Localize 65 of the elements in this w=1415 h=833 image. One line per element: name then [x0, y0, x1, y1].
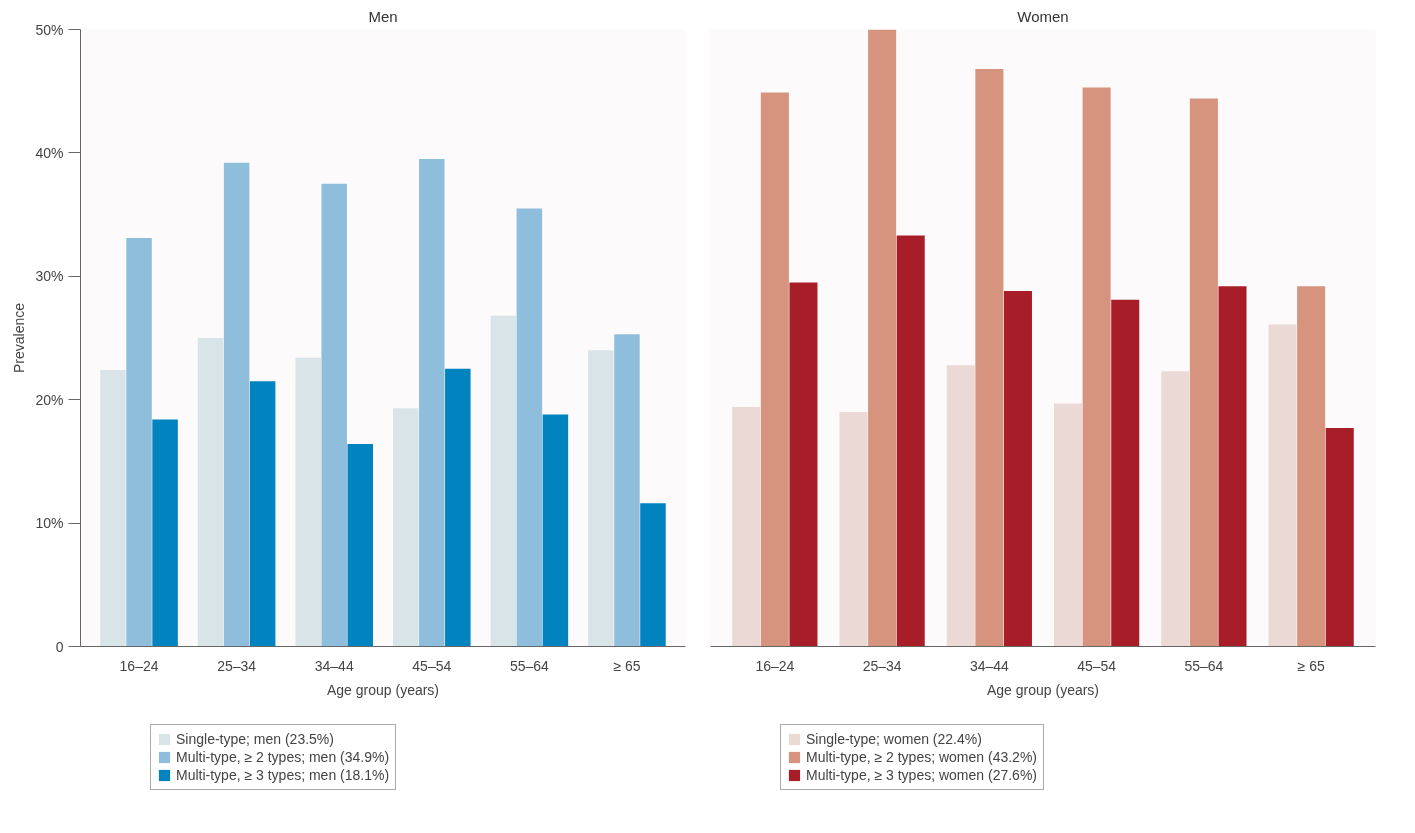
bar [640, 503, 666, 647]
bar [321, 183, 347, 647]
bar [100, 370, 126, 647]
bar [542, 414, 569, 647]
bar [1297, 286, 1326, 647]
y-tick-label: 20% [35, 391, 64, 408]
bar [295, 357, 321, 647]
x-tick-label: 16–24 [119, 657, 159, 674]
legend-label: Multi-type, ≥ 2 types; women (43.2%) [806, 749, 1037, 765]
bar [1189, 98, 1218, 647]
bar [1325, 428, 1354, 647]
bar [789, 282, 818, 647]
bar [588, 350, 614, 647]
bar [445, 368, 471, 647]
x-tick-label: 16–24 [755, 657, 795, 674]
x-tick-label: 45–54 [412, 657, 452, 674]
bar [975, 68, 1004, 647]
bar [516, 208, 543, 647]
bar [896, 235, 925, 647]
x-axis-title: Age group (years) [326, 681, 440, 698]
y-tick-label: 40% [35, 144, 64, 161]
legend-label: Single-type; women (22.4%) [806, 731, 982, 747]
bar [419, 159, 445, 647]
bar [1161, 371, 1190, 647]
x-tick-label: 55–64 [1184, 657, 1224, 674]
x-tick-label: 25–34 [217, 657, 257, 674]
bar [1111, 299, 1140, 647]
x-tick-label: 34–44 [969, 657, 1010, 674]
legend-label: Multi-type, ≥ 3 types; women (27.6%) [806, 767, 1037, 783]
x-tick-label: ≥ 65 [613, 657, 641, 674]
legend-label: Multi-type, ≥ 2 types; men (34.9%) [176, 749, 390, 765]
bar [839, 412, 868, 647]
bar [946, 365, 975, 647]
bar [249, 381, 276, 647]
legend-label: Single-type; men (23.5%) [176, 731, 334, 747]
bar [1003, 291, 1032, 647]
x-tick-label: 55–64 [509, 657, 550, 674]
bar [126, 238, 152, 647]
bar [490, 315, 517, 647]
bar [1054, 403, 1083, 647]
y-tick-label: 0 [55, 638, 64, 655]
bar [614, 334, 640, 647]
x-axis-title: Age group (years) [986, 681, 1100, 698]
bar [1218, 286, 1247, 647]
bar [152, 419, 178, 647]
bar [197, 338, 224, 647]
bar [347, 444, 373, 647]
y-tick-label: 10% [35, 515, 64, 532]
x-tick-label: 25–34 [862, 657, 902, 674]
legend-label: Multi-type, ≥ 3 types; men (18.1%) [176, 767, 390, 783]
y-tick-label: 50% [35, 21, 64, 38]
bar [732, 407, 761, 647]
bar [868, 29, 897, 647]
chart-title: Women [1017, 7, 1069, 25]
y-tick-label: 30% [35, 268, 64, 285]
bar [760, 92, 789, 647]
bar [1082, 87, 1111, 647]
y-axis-title: Prevalence [11, 302, 28, 374]
x-tick-label: 45–54 [1077, 657, 1117, 674]
bar [1268, 324, 1297, 647]
chart-title: Men [368, 7, 398, 25]
x-tick-label: 34–44 [314, 657, 354, 674]
bar [393, 408, 419, 647]
bar [223, 162, 250, 647]
x-tick-label: ≥ 65 [1297, 657, 1325, 674]
